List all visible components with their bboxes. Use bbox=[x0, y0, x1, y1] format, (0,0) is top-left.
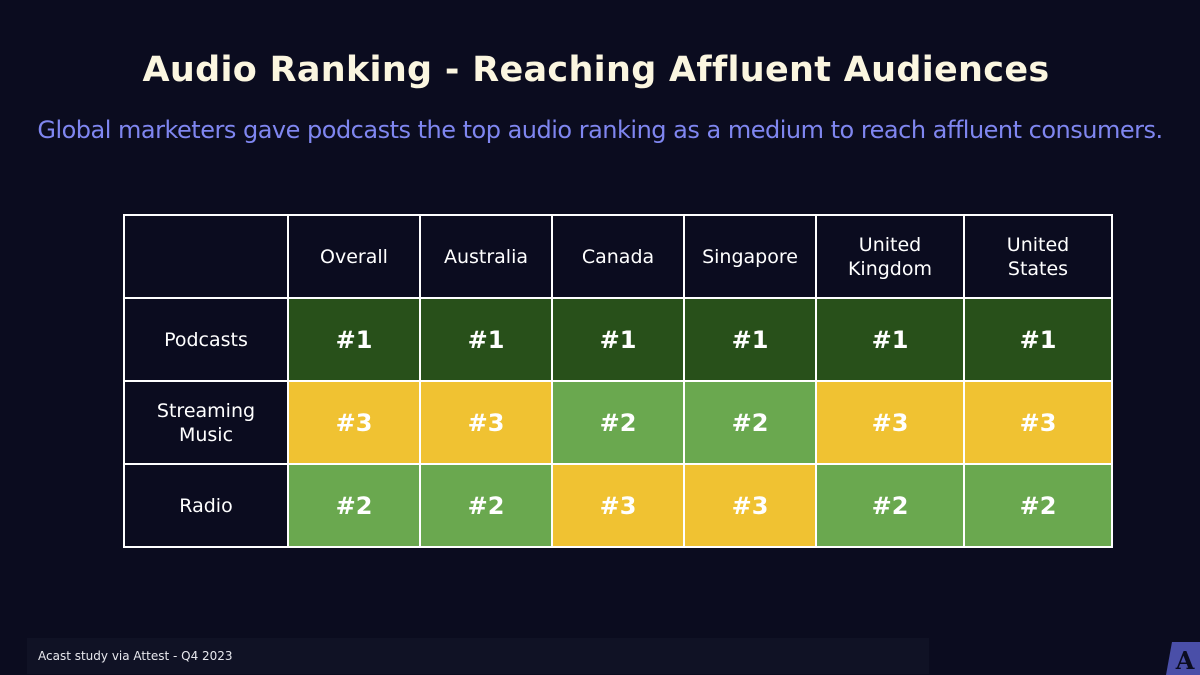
rank-cell-radio-united-states: #2 bbox=[963, 463, 1113, 548]
svg-text:A: A bbox=[1175, 646, 1195, 675]
ranking-table-body: Overall Australia Canada Singapore United Ki… bbox=[123, 214, 1113, 548]
column-header-australia: Australia bbox=[419, 214, 553, 299]
page-subtitle: Global marketers gave podcasts the top a… bbox=[37, 116, 1163, 144]
rank-cell-podcasts-united-states: #1 bbox=[963, 297, 1113, 382]
table-row-streaming-music: Streaming Music #3 #3 #2 #2 #3 #3 bbox=[123, 380, 1113, 465]
column-header-overall: Overall bbox=[287, 214, 421, 299]
ranking-table: Overall Australia Canada Singapore United Ki… bbox=[123, 214, 1113, 548]
rank-cell-radio-canada: #3 bbox=[551, 463, 685, 548]
rank-cell-streaming-music-australia: #3 bbox=[419, 380, 553, 465]
column-header-united-states: United States bbox=[963, 214, 1113, 299]
rank-cell-podcasts-overall: #1 bbox=[287, 297, 421, 382]
rank-cell-streaming-music-united-kingdom: #3 bbox=[815, 380, 965, 465]
rank-cell-podcasts-united-kingdom: #1 bbox=[815, 297, 965, 382]
table-row-podcasts: Podcasts #1 #1 #1 #1 #1 #1 bbox=[123, 297, 1113, 382]
rank-cell-radio-overall: #2 bbox=[287, 463, 421, 548]
corner-cell bbox=[123, 214, 289, 299]
rank-cell-podcasts-singapore: #1 bbox=[683, 297, 817, 382]
acast-logo-icon: A bbox=[1166, 642, 1200, 675]
row-header-streaming-music: Streaming Music bbox=[123, 380, 289, 465]
header-row: Overall Australia Canada Singapore United Ki… bbox=[123, 214, 1113, 299]
rank-cell-streaming-music-united-states: #3 bbox=[963, 380, 1113, 465]
source-note: Acast study via Attest - Q4 2023 bbox=[38, 649, 233, 663]
rank-cell-streaming-music-canada: #2 bbox=[551, 380, 685, 465]
row-header-radio: Radio bbox=[123, 463, 289, 548]
rank-cell-radio-singapore: #3 bbox=[683, 463, 817, 548]
rank-cell-streaming-music-overall: #3 bbox=[287, 380, 421, 465]
column-header-canada: Canada bbox=[551, 214, 685, 299]
page-title: Audio Ranking - Reaching Affluent Audien… bbox=[142, 50, 1050, 90]
rank-cell-podcasts-australia: #1 bbox=[419, 297, 553, 382]
rank-cell-radio-australia: #2 bbox=[419, 463, 553, 548]
rank-cell-podcasts-canada: #1 bbox=[551, 297, 685, 382]
column-header-united-kingdom: United Kingdom bbox=[815, 214, 965, 299]
table-row-radio: Radio #2 #2 #3 #3 #2 #2 bbox=[123, 463, 1113, 548]
column-header-singapore: Singapore bbox=[683, 214, 817, 299]
row-header-podcasts: Podcasts bbox=[123, 297, 289, 382]
rank-cell-radio-united-kingdom: #2 bbox=[815, 463, 965, 548]
source-footer: Acast study via Attest - Q4 2023 bbox=[27, 638, 929, 674]
rank-cell-streaming-music-singapore: #2 bbox=[683, 380, 817, 465]
